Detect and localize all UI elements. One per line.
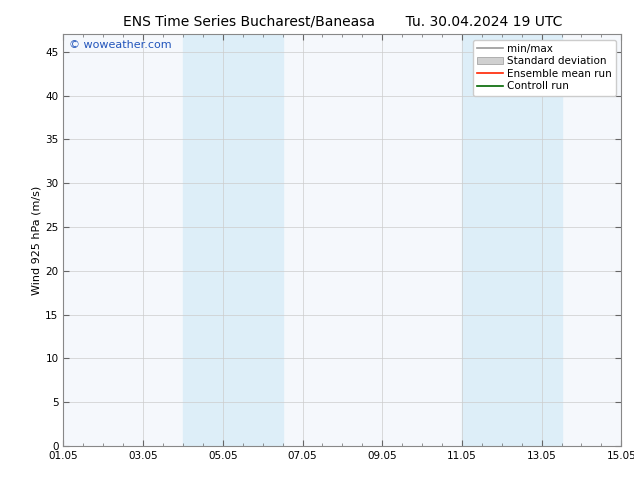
Y-axis label: Wind 925 hPa (m/s): Wind 925 hPa (m/s) [31, 186, 41, 294]
Bar [462, 34, 562, 446]
Bar [183, 34, 283, 446]
Legend: min/max, Standard deviation, Ensemble mean run, Controll run: min/max, Standard deviation, Ensemble me… [473, 40, 616, 96]
Text: © woweather.com: © woweather.com [69, 41, 172, 50]
Title: ENS Time Series Bucharest/Baneasa       Tu. 30.04.2024 19 UTC: ENS Time Series Bucharest/Baneasa Tu. 30… [122, 15, 562, 29]
